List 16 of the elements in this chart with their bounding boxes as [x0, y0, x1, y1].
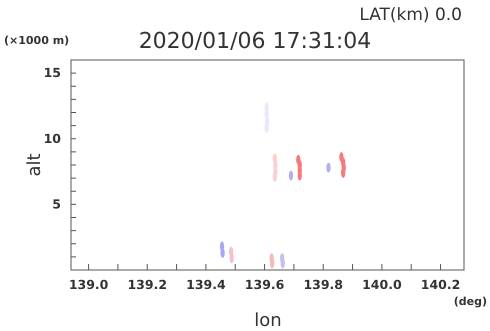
- x-tick-label: 140.2: [420, 276, 460, 292]
- text: (deg): [454, 295, 487, 308]
- x-tick-label: 139.0: [68, 276, 109, 292]
- x-tick-label: 140.0: [362, 276, 402, 292]
- y-tick-label: 5: [52, 196, 61, 212]
- x-tick-label: 139.6: [244, 276, 285, 292]
- y-tick-label: 10: [44, 130, 62, 146]
- x-tick-label: 139.4: [186, 276, 226, 292]
- chart-title: 2020/01/06 17:31:04: [138, 29, 372, 54]
- chart-subtitle: LAT(km) 0.0: [359, 5, 462, 25]
- y-axis-title: alt: [24, 153, 45, 177]
- x-tick-label: 139.2: [127, 276, 168, 292]
- x-axis-title: lon: [254, 310, 282, 331]
- x-tick-label: 139.8: [303, 276, 343, 292]
- text: (×1000 m): [4, 34, 70, 47]
- y-tick-label: 15: [44, 65, 61, 80]
